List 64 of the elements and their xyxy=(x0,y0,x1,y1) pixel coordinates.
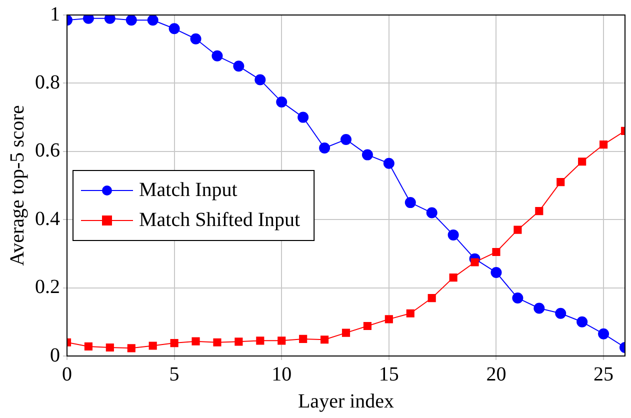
point xyxy=(212,50,223,62)
legend-label: Match Input xyxy=(139,178,238,201)
point xyxy=(234,338,243,346)
point xyxy=(298,112,309,123)
x-tick-label: 10 xyxy=(272,363,292,386)
point xyxy=(426,207,438,218)
x-tick-label: 25 xyxy=(594,363,614,386)
y-tick-label: 0 xyxy=(50,344,60,366)
point xyxy=(148,342,157,350)
y-tick-label: 0.8 xyxy=(35,71,60,94)
x-tick-label: 20 xyxy=(486,363,506,386)
y-tick-label: 0.2 xyxy=(35,276,60,298)
point xyxy=(535,207,544,216)
point xyxy=(428,294,436,302)
point xyxy=(404,197,416,208)
point xyxy=(383,158,394,169)
y-tick-label: 0.6 xyxy=(35,140,60,162)
point xyxy=(254,74,266,86)
point xyxy=(578,158,586,166)
point xyxy=(127,344,136,352)
point xyxy=(470,258,479,266)
point xyxy=(126,15,137,26)
point xyxy=(598,328,610,340)
point xyxy=(340,134,352,145)
legend-label: Match Shifted Input xyxy=(139,208,301,231)
y-tick-label: 1 xyxy=(50,3,60,26)
point xyxy=(492,248,500,256)
point xyxy=(82,15,94,24)
point xyxy=(190,33,202,44)
point xyxy=(276,96,288,108)
point xyxy=(170,339,178,348)
x-tick-label: 5 xyxy=(169,363,180,386)
point xyxy=(514,226,522,234)
point xyxy=(362,149,373,160)
point xyxy=(147,15,158,26)
point xyxy=(319,142,330,154)
point xyxy=(320,336,329,344)
point xyxy=(104,15,116,24)
point xyxy=(168,23,180,34)
point xyxy=(278,336,286,345)
y-tick-label: 0.4 xyxy=(35,208,60,230)
y-axis-title: Average top-5 score xyxy=(6,105,28,266)
point xyxy=(106,343,114,352)
point xyxy=(406,309,414,318)
point xyxy=(192,337,200,346)
point xyxy=(555,308,566,319)
point xyxy=(556,178,565,186)
point xyxy=(256,336,264,345)
point xyxy=(600,140,608,149)
point xyxy=(448,229,459,240)
point xyxy=(490,266,502,278)
point xyxy=(363,322,372,330)
x-axis-title: Layer index xyxy=(298,390,394,412)
point xyxy=(534,302,545,314)
point xyxy=(213,338,222,346)
point xyxy=(84,342,92,350)
point xyxy=(384,315,393,324)
point xyxy=(233,60,244,72)
point xyxy=(512,292,524,304)
point xyxy=(299,334,308,343)
point xyxy=(576,316,588,328)
x-tick-label: 15 xyxy=(378,363,399,386)
point xyxy=(342,328,350,337)
point xyxy=(449,274,458,282)
